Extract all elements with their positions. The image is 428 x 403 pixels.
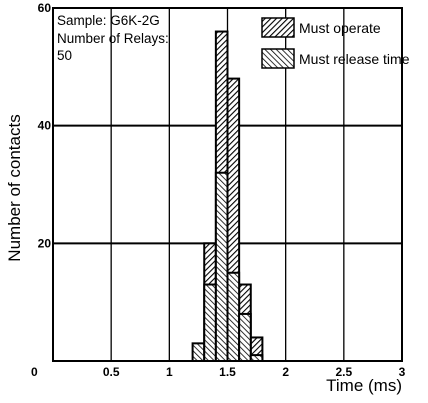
y-tick-label: 40 bbox=[38, 119, 52, 133]
legend: Must operate Must release time bbox=[261, 17, 410, 69]
must-release-time-bar bbox=[191, 342, 206, 363]
y-axis-title: Number of contacts bbox=[5, 114, 24, 261]
must-release-time-bar bbox=[238, 312, 252, 362]
y-tick-label: 60 bbox=[38, 1, 52, 15]
histogram-bars bbox=[191, 30, 264, 363]
legend-label-must-release-time: Must release time bbox=[299, 51, 410, 67]
sample-info: Sample: G6K-2G Number of Relays: 50 bbox=[57, 13, 169, 63]
x-tick-label: 0.5 bbox=[103, 365, 120, 379]
x-tick-label: 1.5 bbox=[219, 365, 236, 379]
sample-info-line-3: 50 bbox=[57, 48, 72, 63]
sample-info-line-2: Number of Relays: bbox=[57, 31, 169, 46]
legend-label-must-operate: Must operate bbox=[299, 20, 381, 36]
sample-info-line-1: Sample: G6K-2G bbox=[57, 13, 160, 28]
x-tick-label: 2 bbox=[282, 365, 289, 379]
x-tick-label: 0 bbox=[31, 365, 38, 379]
axis-ticks: 0 0.5 1 1.5 2 2.5 3 20 40 60 bbox=[31, 1, 406, 379]
x-axis-title: Time (ms) bbox=[326, 376, 402, 395]
legend-swatch-must-release-time bbox=[261, 48, 295, 69]
plot-frame bbox=[52, 7, 403, 362]
y-tick-label: 20 bbox=[38, 236, 52, 250]
must-release-time-bar bbox=[226, 271, 241, 362]
x-tick-label: 1 bbox=[166, 365, 173, 379]
x-tick-label: 2.5 bbox=[335, 365, 352, 379]
must-release-time-bar bbox=[214, 171, 229, 362]
legend-swatch-must-operate bbox=[261, 17, 295, 38]
x-tick-label: 3 bbox=[399, 365, 406, 379]
must-release-time-bar bbox=[203, 283, 217, 362]
